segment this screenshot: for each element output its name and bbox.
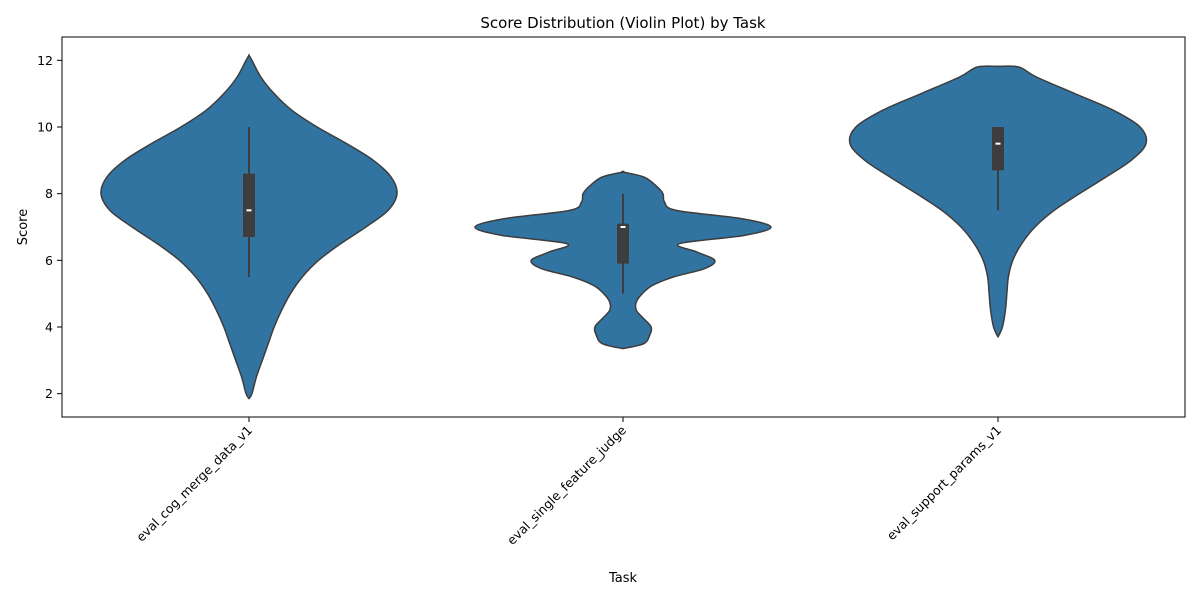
chart-title: Score Distribution (Violin Plot) by Task <box>480 14 766 32</box>
y-tick-label: 4 <box>45 320 53 335</box>
y-tick-label: 10 <box>37 120 53 135</box>
y-tick-label: 6 <box>45 253 53 268</box>
y-tick-label: 2 <box>45 386 53 401</box>
x-axis-label: Task <box>608 571 638 586</box>
y-axis-label: Score <box>16 209 31 245</box>
y-axis: 2 4 6 8 10 12 <box>37 53 62 401</box>
boxes-layer <box>243 127 1004 294</box>
iqr-box-3 <box>992 127 1004 171</box>
y-tick-label: 8 <box>45 186 53 201</box>
x-tick-label: eval_cog_merge_data_v1 <box>133 423 255 545</box>
x-tick-label: eval_support_params_v1 <box>884 423 1004 543</box>
iqr-box-1 <box>243 173 255 237</box>
x-axis: eval_cog_merge_data_v1 eval_single_featur… <box>133 417 1004 548</box>
y-tick-label: 12 <box>37 53 53 68</box>
iqr-box-2 <box>617 223 629 264</box>
x-tick-label: eval_single_feature_judge <box>504 422 629 547</box>
